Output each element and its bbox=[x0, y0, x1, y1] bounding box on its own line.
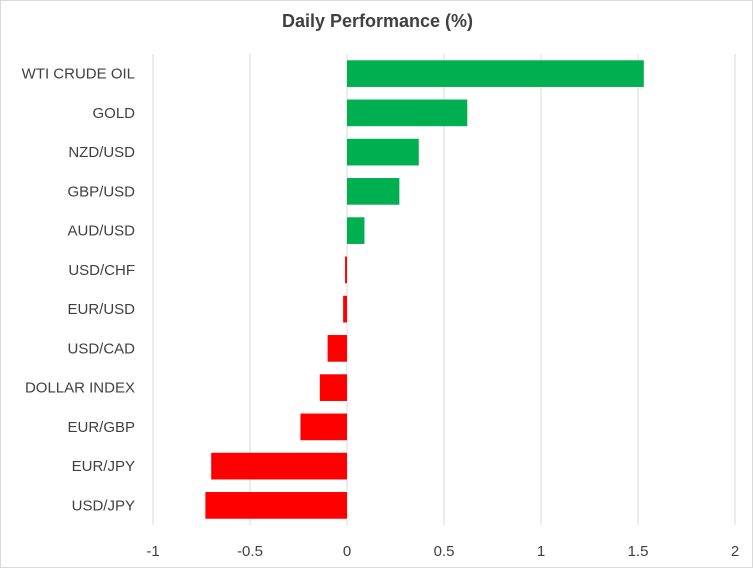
bar bbox=[211, 452, 347, 480]
x-tick-label: 2 bbox=[731, 543, 739, 560]
x-tick-label: -0.5 bbox=[237, 543, 263, 560]
category-label: DOLLAR INDEX bbox=[25, 380, 135, 397]
bar bbox=[345, 256, 347, 284]
category-label: GBP/USD bbox=[67, 183, 135, 200]
bar bbox=[347, 217, 365, 244]
category-label: NZD/USD bbox=[68, 144, 135, 161]
x-tick-label: 0.5 bbox=[434, 543, 455, 560]
category-label: GOLD bbox=[92, 105, 135, 122]
bar bbox=[347, 138, 419, 166]
x-tick-labels: -1 -0.5 0 0.5 1 1.5 2 bbox=[146, 543, 739, 560]
x-tick-label: 0 bbox=[343, 543, 351, 560]
x-tick-label: 1.5 bbox=[628, 543, 649, 560]
bar bbox=[347, 99, 468, 127]
bar bbox=[347, 60, 644, 87]
grid-lines bbox=[152, 54, 736, 525]
bars bbox=[205, 60, 644, 519]
category-label: USD/JPY bbox=[72, 497, 135, 514]
x-tick-label: -1 bbox=[146, 543, 159, 560]
category-label: EUR/JPY bbox=[72, 458, 135, 475]
bar bbox=[343, 295, 347, 323]
bar bbox=[205, 492, 347, 519]
bar bbox=[347, 178, 400, 205]
category-labels: WTI CRUDE OIL GOLD NZD/USD GBP/USD AUD/USD US… bbox=[22, 66, 136, 515]
bar bbox=[319, 374, 347, 401]
x-tick-label: 1 bbox=[537, 543, 545, 560]
bar bbox=[327, 335, 347, 362]
category-label: EUR/USD bbox=[67, 301, 135, 318]
category-label: EUR/GBP bbox=[67, 419, 135, 436]
category-label: USD/CHF bbox=[68, 262, 135, 279]
category-label: WTI CRUDE OIL bbox=[22, 66, 135, 83]
bar bbox=[300, 413, 347, 441]
category-label: AUD/USD bbox=[67, 223, 135, 240]
chart-title: Daily Performance (%) bbox=[281, 11, 474, 31]
category-label: USD/CAD bbox=[67, 340, 135, 357]
